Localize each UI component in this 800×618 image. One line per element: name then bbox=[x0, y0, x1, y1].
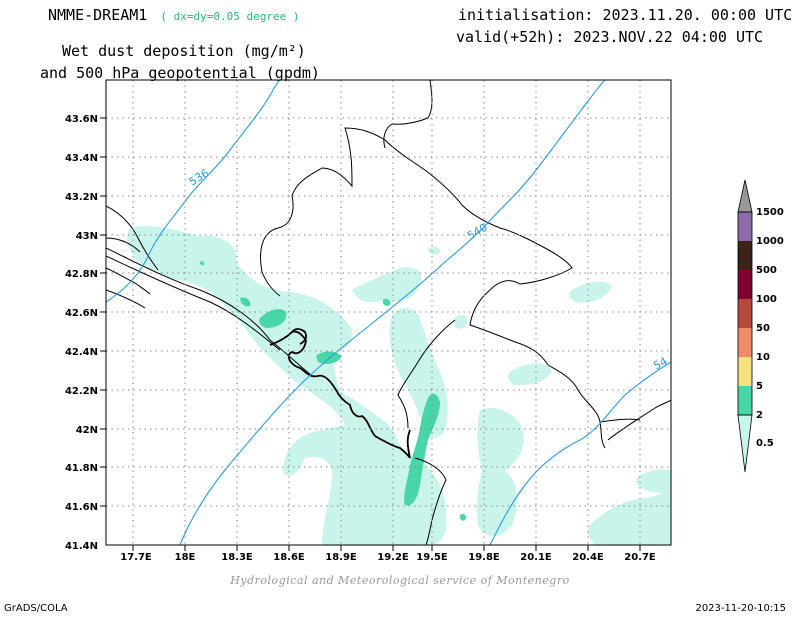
model-name: NMME-DREAM1 bbox=[48, 6, 148, 24]
legend-swatch bbox=[738, 270, 752, 299]
legend-label: 100 bbox=[756, 294, 777, 305]
lon-label: 19.8E bbox=[468, 552, 500, 563]
longitude-labels: 17.7E 18E 18.3E 18.6E 18.9E 19.2E 19.5E … bbox=[120, 552, 656, 563]
initialisation-time: initialisation: 2023.11.20. 00:00 UTC bbox=[458, 6, 793, 24]
legend-arrow-bottom bbox=[738, 415, 752, 472]
model-resolution: ( dx=dy=0.05 degree ) bbox=[160, 10, 300, 23]
render-timestamp: 2023-11-20-10:15 bbox=[695, 603, 786, 614]
latitude-labels: 43.6N 43.4N 43.2N 43N 42.8N 42.6N 42.4N … bbox=[65, 114, 98, 552]
dust-deposition-light bbox=[127, 225, 671, 545]
lon-label: 18.6E bbox=[273, 552, 305, 563]
legend-label: 2 bbox=[756, 410, 763, 421]
legend-label: 10 bbox=[756, 352, 770, 363]
credit-line: Hydrological and Meteorological service … bbox=[230, 574, 570, 587]
legend-label: 500 bbox=[756, 265, 777, 276]
color-legend: 1500 1000 500 100 50 10 5 2 0.5 bbox=[737, 179, 784, 473]
legend-swatch bbox=[738, 386, 752, 415]
legend-label: 0.5 bbox=[756, 438, 774, 449]
model-title: NMME-DREAM1 ( dx=dy=0.05 degree ) bbox=[48, 6, 299, 24]
lon-label: 20.7E bbox=[624, 552, 656, 563]
legend-label: 1500 bbox=[756, 207, 784, 218]
lat-label: 43N bbox=[76, 231, 98, 242]
lon-label: 17.7E bbox=[120, 552, 152, 563]
geopotential-contours bbox=[106, 80, 671, 545]
variable-title-line1: Wet dust deposition (mg/m²) bbox=[62, 42, 306, 60]
software-label: GrADS/COLA bbox=[4, 603, 68, 614]
lat-label: 42.6N bbox=[65, 308, 98, 319]
lon-label: 19.2E bbox=[377, 552, 409, 563]
lat-label: 42.2N bbox=[65, 386, 98, 397]
map-area bbox=[106, 80, 671, 545]
legend-label: 5 bbox=[756, 381, 763, 392]
lon-label: 18.9E bbox=[325, 552, 357, 563]
dust-deposition-medium bbox=[200, 261, 467, 521]
legend-swatch bbox=[738, 241, 752, 270]
coastline bbox=[269, 328, 411, 459]
legend-swatch bbox=[738, 212, 752, 241]
legend-arrow-top bbox=[738, 180, 752, 212]
contour-label-54: 54 bbox=[651, 355, 669, 373]
legend-label: 1000 bbox=[756, 236, 784, 247]
variable-title-line2: and 500 hPa geopotential (gpdm) bbox=[40, 64, 320, 82]
lon-label: 20.1E bbox=[520, 552, 552, 563]
legend-swatch bbox=[738, 357, 752, 386]
legend-swatch bbox=[738, 299, 752, 328]
lat-label: 42.4N bbox=[65, 347, 98, 358]
lat-label: 43.2N bbox=[65, 192, 98, 203]
lon-label: 18.3E bbox=[221, 552, 253, 563]
lon-label: 18E bbox=[175, 552, 196, 563]
lon-label: 19.5E bbox=[416, 552, 448, 563]
lat-label: 42N bbox=[76, 425, 98, 436]
valid-time: valid(+52h): 2023.NOV.22 04:00 UTC bbox=[456, 28, 764, 46]
country-borders bbox=[106, 80, 671, 545]
lat-label: 43.6N bbox=[65, 114, 98, 125]
legend-labels: 1500 1000 500 100 50 10 5 2 0.5 bbox=[756, 207, 784, 449]
map-grid bbox=[106, 80, 671, 545]
legend-label: 50 bbox=[756, 323, 770, 334]
lon-label: 20.4E bbox=[572, 552, 604, 563]
lat-label: 41.8N bbox=[65, 463, 98, 474]
axis-ticks bbox=[100, 117, 641, 551]
lat-label: 41.4N bbox=[65, 541, 98, 552]
lat-label: 43.4N bbox=[65, 153, 98, 164]
legend-swatch bbox=[738, 328, 752, 357]
lat-label: 41.6N bbox=[65, 502, 98, 513]
lat-label: 42.8N bbox=[65, 269, 98, 280]
